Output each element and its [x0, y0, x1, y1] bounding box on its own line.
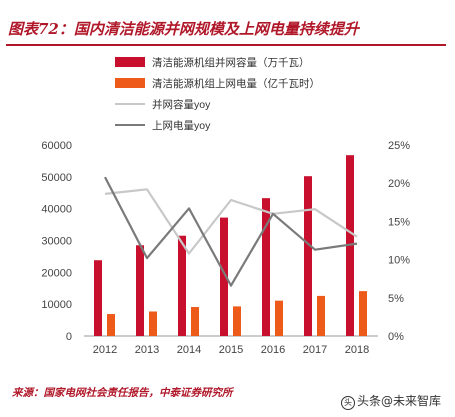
plot-area: 0 10000 20000 30000 40000 50000 60000 0% 5% 10% 15… — [41, 140, 410, 356]
y2-tick-label-5: 20% — [388, 178, 410, 190]
bar-generation-2013 — [149, 311, 157, 336]
line-generation-yoy — [104, 176, 358, 287]
legend-swatch-2 — [115, 78, 145, 88]
chart: 清洁能源机组并网容量（万千瓦） 清洁能源机组上网电量（亿千瓦时） 并网容量yoy 上网… — [41, 56, 410, 356]
y2-tick-label-2: 5% — [388, 293, 404, 305]
bar-generation-2018 — [359, 291, 367, 336]
title-divider — [6, 44, 446, 46]
legend: 清洁能源机组并网容量（万千瓦） 清洁能源机组上网电量（亿千瓦时） 并网容量yoy 上网… — [115, 56, 320, 132]
line-capacity-yoy — [104, 188, 358, 255]
x-tick-label-2015: 2015 — [219, 344, 243, 356]
source-note: 来源：国家电网社会责任报告，中泰证券研究所 — [12, 387, 233, 399]
y2-tick-label-4: 15% — [388, 216, 410, 228]
chart-title: 图表72：国内清洁能源并网规模及上网电量持续提升 — [8, 20, 359, 38]
x-tick-label-2013: 2013 — [135, 344, 159, 356]
x-tick-label-2018: 2018 — [345, 344, 369, 356]
y-tick-label-1: 0 — [66, 331, 72, 343]
x-tick-label-2014: 2014 — [177, 344, 201, 356]
y2-tick-label-1: 0% — [388, 331, 404, 343]
bar-generation-2017 — [317, 295, 325, 336]
bar-capacity-2016 — [262, 198, 270, 336]
bar-generation-2014 — [191, 307, 199, 336]
bar-generation-2016 — [275, 300, 283, 336]
bar-capacity-2012 — [94, 260, 102, 336]
legend-label-3: 并网容量yoy — [152, 98, 211, 111]
x-tick-label-2016: 2016 — [261, 344, 285, 356]
x-tick-label-2012: 2012 — [93, 344, 117, 356]
y2-tick-label-6: 25% — [388, 140, 410, 152]
y2-tick-label-3: 10% — [388, 255, 410, 267]
bar-capacity-2015 — [220, 217, 228, 336]
watermark-icon: 头 — [340, 396, 355, 410]
bar-generation-2015 — [233, 306, 241, 336]
bar-capacity-2014 — [178, 235, 186, 336]
x-tick-label-2017: 2017 — [303, 344, 327, 356]
bar-capacity-2013 — [136, 245, 144, 336]
legend-swatch-1 — [115, 57, 145, 67]
legend-label-2: 清洁能源机组上网电量（亿千瓦时） — [152, 77, 320, 90]
y-tick-label-6: 50000 — [41, 172, 72, 184]
legend-label-1: 清洁能源机组并网容量（万千瓦） — [152, 56, 310, 69]
y-tick-label-3: 20000 — [41, 267, 72, 279]
bar-capacity-2017 — [304, 176, 312, 336]
watermark: 头头条@未来智库 — [340, 392, 441, 410]
watermark-text: 头条@未来智库 — [356, 394, 441, 408]
y-tick-label-7: 60000 — [41, 140, 72, 152]
y-tick-label-5: 40000 — [41, 204, 72, 216]
legend-label-4: 上网电量yoy — [152, 119, 211, 132]
y-tick-label-2: 10000 — [41, 299, 72, 311]
bar-generation-2012 — [107, 314, 115, 336]
y-tick-label-4: 30000 — [41, 236, 72, 248]
